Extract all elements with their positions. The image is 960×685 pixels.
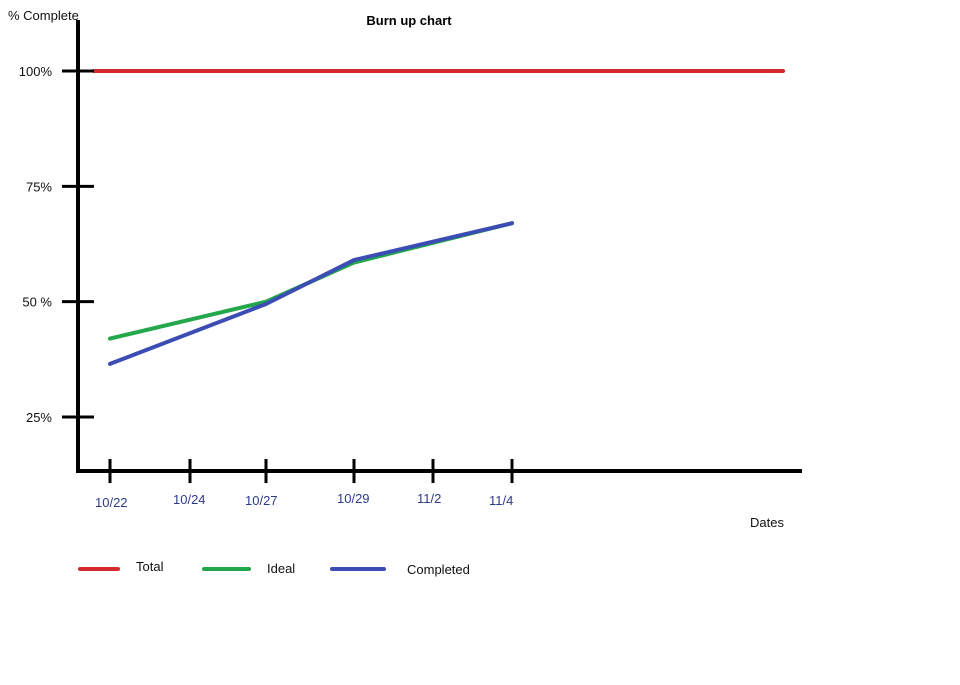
x-tick-label: 11/2 <box>417 491 441 506</box>
x-ticks: 10/22 10/24 10/27 10/29 11/2 11/4 <box>95 459 514 510</box>
y-axis-label: % Complete <box>8 8 79 23</box>
legend: Total Ideal Completed <box>78 559 470 577</box>
y-tick-label: 50 % <box>22 295 52 310</box>
x-axis-label: Dates <box>750 515 784 530</box>
chart-title: Burn up chart <box>366 13 452 28</box>
x-tick-label: 10/22 <box>95 495 128 510</box>
legend-label-completed: Completed <box>407 562 470 577</box>
x-tick-label: 11/4 <box>489 493 513 508</box>
series-line-completed <box>108 221 514 366</box>
y-tick-label: 75% <box>26 179 52 194</box>
legend-label-total: Total <box>136 559 164 574</box>
y-tick-label: 100% <box>19 64 53 79</box>
legend-label-ideal: Ideal <box>267 561 295 576</box>
plot-marks <box>92 69 785 366</box>
x-tick-label: 10/24 <box>173 492 206 507</box>
y-ticks: 25% 50 % 75% 100% <box>19 64 94 425</box>
x-tick-label: 10/29 <box>337 491 370 506</box>
x-tick-label: 10/27 <box>245 493 278 508</box>
y-tick-label: 25% <box>26 410 52 425</box>
